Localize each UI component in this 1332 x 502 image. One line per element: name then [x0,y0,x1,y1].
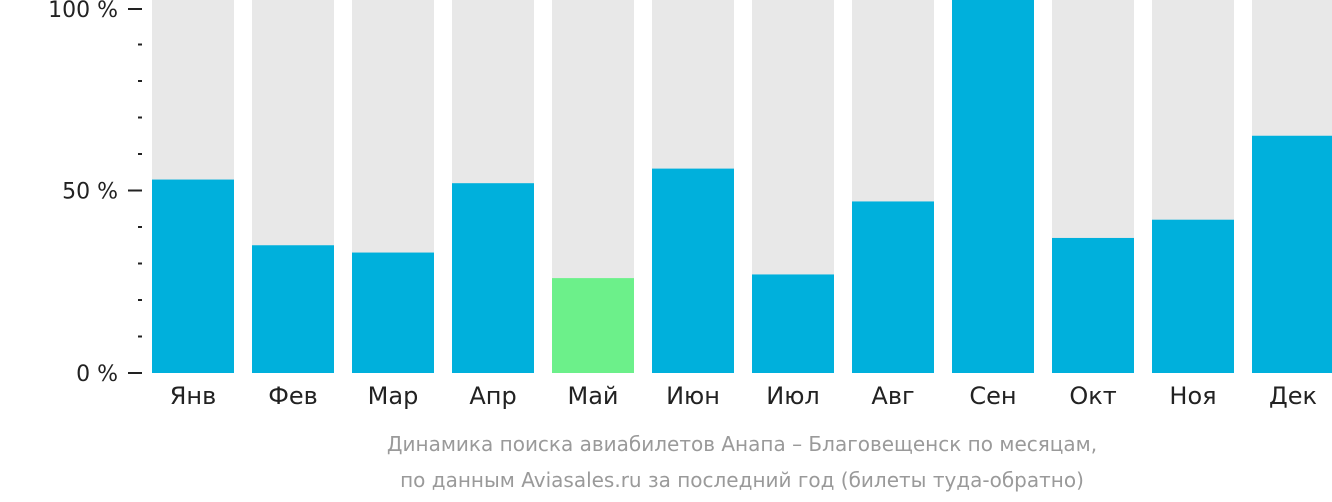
bar-7 [752,274,834,373]
bar-1 [152,179,234,373]
y-tick-label: 50 % [62,180,118,205]
bar-10 [1052,237,1134,373]
bar-4 [452,183,534,373]
x-tick-label: Ноя [1169,382,1216,410]
caption-line-1: Динамика поиска авиабилетов Анапа – Благ… [387,432,1097,456]
caption-line-2: по данным Aviasales.ru за последний год … [400,468,1084,492]
y-axis: 0 % 50 % 100 % [48,0,142,387]
x-tick-label: Сен [969,382,1016,410]
bar-12 [1252,135,1332,373]
x-axis-labels: Янв Фев Мар Апр Май Июн Июл Авг Сен Окт Ноя Дек [170,382,1317,410]
bar-6 [652,168,734,373]
bar-5 [552,278,634,373]
x-tick-label: Фев [268,382,318,410]
y-tick-label: 100 % [48,0,118,23]
x-tick-label: Авг [871,382,914,410]
bar-11 [1152,219,1234,373]
bar-8 [852,201,934,373]
bar-2 [252,245,334,373]
x-tick-label: Окт [1069,382,1116,410]
x-tick-label: Мар [368,382,419,410]
chart-caption: Динамика поиска авиабилетов Анапа – Благ… [387,432,1097,492]
x-tick-label: Янв [170,382,217,410]
x-tick-label: Май [567,382,618,410]
bar-3 [352,252,434,373]
x-tick-label: Июл [766,382,820,410]
x-tick-label: Дек [1269,382,1317,410]
bar-group [152,0,1332,373]
bar-9 [952,0,1034,373]
y-tick-label: 0 % [76,362,118,387]
x-tick-label: Апр [469,382,516,410]
x-tick-label: Июн [666,382,720,410]
